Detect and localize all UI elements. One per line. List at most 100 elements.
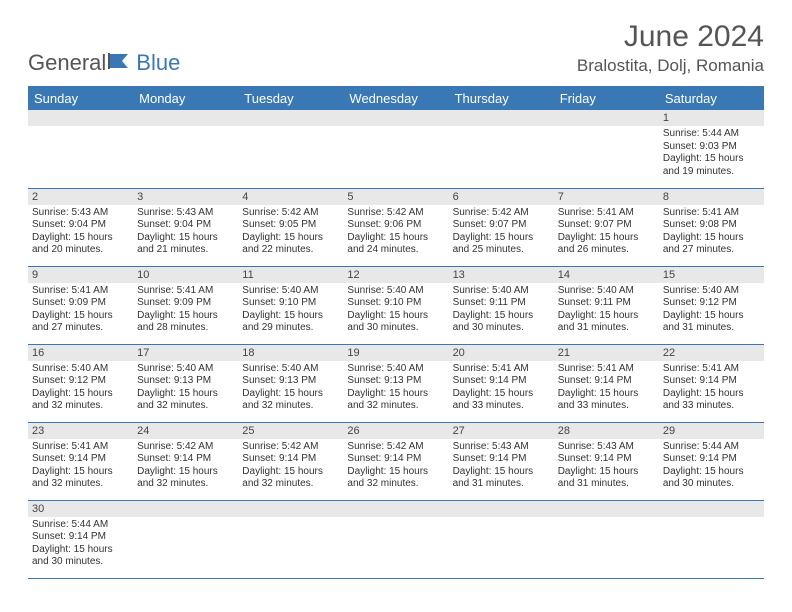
day-number: 10 (133, 267, 238, 283)
day-details: Sunrise: 5:44 AMSunset: 9:03 PMDaylight:… (663, 128, 760, 178)
detail-line: Daylight: 15 hours (663, 466, 760, 479)
calendar-cell (659, 500, 764, 578)
detail-line: Daylight: 15 hours (32, 388, 129, 401)
detail-line: Sunrise: 5:44 AM (32, 519, 129, 532)
detail-line: Daylight: 15 hours (663, 232, 760, 245)
day-number: 22 (659, 345, 764, 361)
detail-line: Sunrise: 5:43 AM (453, 441, 550, 454)
detail-line: Sunset: 9:03 PM (663, 141, 760, 154)
detail-line: Daylight: 15 hours (242, 388, 339, 401)
detail-line: and 30 minutes. (32, 556, 129, 569)
calendar-cell: 13Sunrise: 5:40 AMSunset: 9:11 PMDayligh… (449, 266, 554, 344)
detail-line: Sunset: 9:08 PM (663, 219, 760, 232)
day-details: Sunrise: 5:40 AMSunset: 9:10 PMDaylight:… (242, 285, 339, 335)
day-number: 15 (659, 267, 764, 283)
detail-line: Daylight: 15 hours (453, 466, 550, 479)
weekday-header: Thursday (449, 87, 554, 110)
day-details: Sunrise: 5:43 AMSunset: 9:04 PMDaylight:… (137, 207, 234, 257)
empty-day (133, 501, 238, 517)
calendar-row: 1Sunrise: 5:44 AMSunset: 9:03 PMDaylight… (28, 110, 764, 188)
day-details: Sunrise: 5:42 AMSunset: 9:06 PMDaylight:… (347, 207, 444, 257)
detail-line: Sunrise: 5:40 AM (347, 285, 444, 298)
calendar-cell (554, 110, 659, 188)
detail-line: Daylight: 15 hours (558, 388, 655, 401)
day-details: Sunrise: 5:40 AMSunset: 9:12 PMDaylight:… (32, 363, 129, 413)
calendar-cell: 26Sunrise: 5:42 AMSunset: 9:14 PMDayligh… (343, 422, 448, 500)
day-number: 18 (238, 345, 343, 361)
detail-line: and 30 minutes. (663, 478, 760, 491)
day-details: Sunrise: 5:40 AMSunset: 9:13 PMDaylight:… (137, 363, 234, 413)
detail-line: Sunset: 9:14 PM (453, 375, 550, 388)
title-block: June 2024 Bralostita, Dolj, Romania (577, 20, 764, 76)
day-number: 7 (554, 189, 659, 205)
day-details: Sunrise: 5:41 AMSunset: 9:14 PMDaylight:… (453, 363, 550, 413)
weekday-header: Saturday (659, 87, 764, 110)
detail-line: Daylight: 15 hours (347, 232, 444, 245)
detail-line: Sunrise: 5:41 AM (558, 363, 655, 376)
detail-line: and 33 minutes. (663, 400, 760, 413)
calendar-cell: 12Sunrise: 5:40 AMSunset: 9:10 PMDayligh… (343, 266, 448, 344)
calendar-body: 1Sunrise: 5:44 AMSunset: 9:03 PMDaylight… (28, 110, 764, 578)
day-details: Sunrise: 5:40 AMSunset: 9:12 PMDaylight:… (663, 285, 760, 335)
month-title: June 2024 (577, 20, 764, 54)
calendar-row: 30Sunrise: 5:44 AMSunset: 9:14 PMDayligh… (28, 500, 764, 578)
calendar-row: 2Sunrise: 5:43 AMSunset: 9:04 PMDaylight… (28, 188, 764, 266)
detail-line: Sunrise: 5:42 AM (347, 207, 444, 220)
detail-line: Sunrise: 5:40 AM (347, 363, 444, 376)
detail-line: Sunset: 9:07 PM (558, 219, 655, 232)
calendar-row: 16Sunrise: 5:40 AMSunset: 9:12 PMDayligh… (28, 344, 764, 422)
detail-line: Daylight: 15 hours (32, 544, 129, 557)
detail-line: Sunrise: 5:41 AM (663, 363, 760, 376)
detail-line: and 24 minutes. (347, 244, 444, 257)
day-details: Sunrise: 5:41 AMSunset: 9:09 PMDaylight:… (32, 285, 129, 335)
detail-line: and 31 minutes. (663, 322, 760, 335)
detail-line: Sunrise: 5:40 AM (242, 363, 339, 376)
detail-line: Sunset: 9:13 PM (347, 375, 444, 388)
detail-line: Sunset: 9:10 PM (242, 297, 339, 310)
detail-line: Sunrise: 5:40 AM (242, 285, 339, 298)
calendar-cell: 20Sunrise: 5:41 AMSunset: 9:14 PMDayligh… (449, 344, 554, 422)
day-number: 11 (238, 267, 343, 283)
calendar-cell (238, 500, 343, 578)
flag-icon (108, 51, 134, 76)
detail-line: Sunrise: 5:41 AM (663, 207, 760, 220)
detail-line: Daylight: 15 hours (347, 388, 444, 401)
day-number: 12 (343, 267, 448, 283)
detail-line: and 30 minutes. (347, 322, 444, 335)
detail-line: Sunset: 9:10 PM (347, 297, 444, 310)
detail-line: Daylight: 15 hours (453, 232, 550, 245)
detail-line: Sunset: 9:04 PM (137, 219, 234, 232)
calendar-cell (554, 500, 659, 578)
detail-line: and 32 minutes. (137, 400, 234, 413)
calendar-cell: 6Sunrise: 5:42 AMSunset: 9:07 PMDaylight… (449, 188, 554, 266)
detail-line: Daylight: 15 hours (137, 388, 234, 401)
detail-line: Sunrise: 5:40 AM (137, 363, 234, 376)
logo: General Blue (28, 50, 180, 76)
detail-line: and 20 minutes. (32, 244, 129, 257)
detail-line: and 29 minutes. (242, 322, 339, 335)
calendar-cell: 16Sunrise: 5:40 AMSunset: 9:12 PMDayligh… (28, 344, 133, 422)
calendar-cell: 25Sunrise: 5:42 AMSunset: 9:14 PMDayligh… (238, 422, 343, 500)
calendar-cell (238, 110, 343, 188)
day-details: Sunrise: 5:40 AMSunset: 9:11 PMDaylight:… (453, 285, 550, 335)
day-details: Sunrise: 5:42 AMSunset: 9:14 PMDaylight:… (242, 441, 339, 491)
detail-line: Daylight: 15 hours (663, 388, 760, 401)
empty-day (449, 501, 554, 517)
calendar-cell: 23Sunrise: 5:41 AMSunset: 9:14 PMDayligh… (28, 422, 133, 500)
detail-line: and 27 minutes. (32, 322, 129, 335)
empty-day (133, 110, 238, 126)
day-number: 17 (133, 345, 238, 361)
detail-line: Sunset: 9:14 PM (558, 453, 655, 466)
day-number: 8 (659, 189, 764, 205)
calendar-page: General Blue June 2024 Bralostita, Dolj,… (0, 0, 792, 599)
weekday-header: Tuesday (238, 87, 343, 110)
day-details: Sunrise: 5:43 AMSunset: 9:14 PMDaylight:… (558, 441, 655, 491)
day-details: Sunrise: 5:44 AMSunset: 9:14 PMDaylight:… (663, 441, 760, 491)
detail-line: and 32 minutes. (347, 478, 444, 491)
detail-line: and 32 minutes. (32, 400, 129, 413)
calendar-cell (343, 110, 448, 188)
detail-line: Daylight: 15 hours (663, 310, 760, 323)
calendar-cell: 9Sunrise: 5:41 AMSunset: 9:09 PMDaylight… (28, 266, 133, 344)
detail-line: and 32 minutes. (242, 400, 339, 413)
empty-day (343, 501, 448, 517)
